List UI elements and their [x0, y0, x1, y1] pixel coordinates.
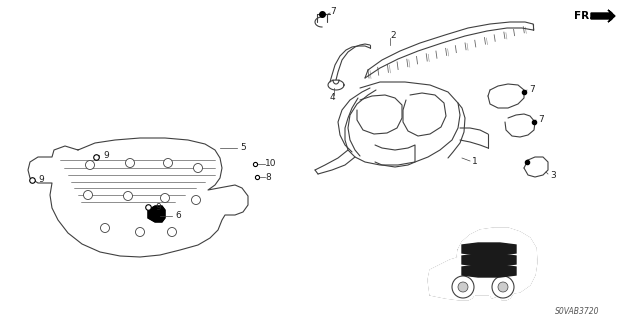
Text: 7: 7: [538, 115, 544, 124]
Circle shape: [86, 160, 95, 169]
Circle shape: [124, 191, 132, 201]
Text: 10: 10: [265, 160, 276, 168]
Circle shape: [163, 159, 173, 167]
Polygon shape: [462, 265, 516, 277]
Text: 4: 4: [330, 93, 335, 102]
Text: FR.: FR.: [574, 11, 593, 21]
Circle shape: [168, 227, 177, 236]
Circle shape: [125, 159, 134, 167]
Circle shape: [161, 194, 170, 203]
Polygon shape: [148, 206, 165, 222]
Circle shape: [191, 196, 200, 204]
Circle shape: [492, 276, 514, 298]
Text: 3: 3: [550, 170, 556, 180]
Text: 1: 1: [472, 158, 477, 167]
Polygon shape: [462, 243, 516, 255]
Text: 7: 7: [529, 85, 535, 94]
Polygon shape: [462, 254, 516, 266]
Text: S0VAB3720: S0VAB3720: [555, 307, 600, 315]
Text: 2: 2: [390, 32, 396, 41]
Polygon shape: [428, 228, 537, 300]
Circle shape: [458, 282, 468, 292]
Polygon shape: [591, 10, 615, 22]
Circle shape: [83, 190, 93, 199]
Circle shape: [100, 224, 109, 233]
Circle shape: [136, 227, 145, 236]
Text: 8: 8: [265, 173, 271, 182]
Text: 5: 5: [240, 144, 246, 152]
Text: 7: 7: [330, 6, 336, 16]
Text: 9: 9: [155, 203, 161, 211]
Circle shape: [452, 276, 474, 298]
Text: 9: 9: [103, 151, 109, 160]
Circle shape: [193, 164, 202, 173]
Text: 9: 9: [38, 175, 44, 184]
Text: 6: 6: [175, 211, 180, 220]
Circle shape: [498, 282, 508, 292]
